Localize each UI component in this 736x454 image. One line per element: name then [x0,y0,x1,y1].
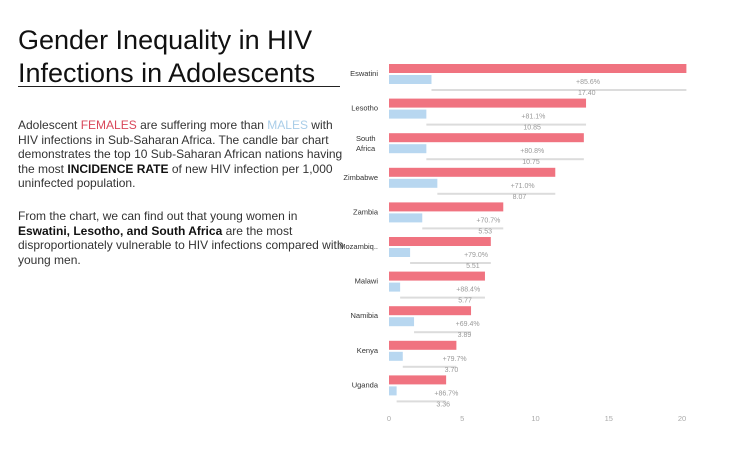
finding-paragraph: From the chart, we can find out that you… [18,209,348,267]
gap-line [400,296,485,299]
female-bar [389,133,584,143]
gap-value-label: 17.40 [578,90,596,97]
percent-label: +71.0% [511,183,535,190]
gap-value-label: 8.07 [513,194,527,201]
title-line-2: Infections in Adolescents [18,58,316,88]
female-bar [389,64,687,73]
category-label: Mozambiq.. [339,242,378,251]
male-bar [389,213,423,223]
gap-value-label: 5.77 [458,298,472,305]
percent-label: +85.6% [576,79,600,86]
male-bar [389,282,401,292]
percent-label: +70.7% [476,217,500,224]
female-bar [389,340,457,350]
title-line-1: Gender Inequality in HIV [18,25,313,55]
gap-line [422,227,504,230]
male-bar [389,144,427,154]
percent-label: +79.0% [464,252,488,259]
male-bar [389,386,397,396]
female-bar [389,98,587,108]
female-bar [389,271,485,281]
gap-line [426,158,584,161]
male-bar [389,109,427,119]
gap-line [410,262,491,264]
countries-highlight: Eswatini, Lesotho, and South Africa [18,223,223,238]
gap-value-label: 3.36 [436,401,450,408]
percent-label: +80.8% [520,148,544,155]
description-paragraph: Adolescent FEMALES are suffering more th… [18,118,348,191]
gap-line [396,400,447,403]
percent-label: +86.7% [434,390,458,397]
incidence-rate-highlight: INCIDENCE RATE [67,161,169,176]
percent-label: +81.1% [521,114,545,121]
gap-line [402,365,457,368]
para1-text-1: Adolescent [18,118,81,132]
gap-value-label: 10.75 [522,159,540,166]
gap-value-label: 3.89 [458,332,472,339]
male-bar [389,351,403,361]
percent-label: +79.7% [443,356,467,363]
para1-text-2: are suffering more than [136,118,268,132]
category-label: Eswatini [350,69,378,78]
gap-line [414,331,472,334]
x-tick-label: 0 [387,414,391,423]
x-tick-label: 20 [678,414,686,423]
category-label: Namibia [350,311,378,320]
category-label: Zambia [353,207,379,216]
female-bar [389,167,556,177]
male-bar [389,248,411,257]
female-bar [389,237,491,246]
percent-label: +88.4% [456,287,480,294]
x-tick-label: 5 [460,414,464,423]
gap-value-label: 5.53 [478,228,492,235]
female-bar [389,202,504,212]
gap-value-label: 5.51 [466,263,480,270]
category-label: Zimbabwe [343,173,378,182]
percent-label: +69.4% [456,321,480,328]
gap-line [426,123,587,126]
page-title: Gender Inequality in HIV Infections in Ad… [18,24,315,90]
para2-text-2: are the most disproportionately vulnerab… [18,223,344,267]
category-label: Lesotho [351,104,378,113]
category-label: South Africa [356,134,376,153]
gap-value-label: 3.70 [445,367,459,374]
para1-text-3: with HIV infections in Sub-Saharan Afric… [18,118,343,176]
gap-line [431,89,687,91]
male-bar [389,178,438,188]
x-tick-label: 15 [605,414,613,423]
gap-value-label: 10.85 [523,125,541,132]
category-label: Malawi [355,277,379,286]
para2-text-1: From the chart, we can find out that you… [18,209,298,223]
male-bar [389,317,415,327]
title-underline [18,86,340,87]
category-label: Kenya [357,346,379,355]
female-bar [389,306,472,316]
category-label: Uganda [352,380,379,389]
males-highlight: MALES [267,118,308,132]
female-bar [389,375,447,385]
females-highlight: FEMALES [80,118,137,132]
gap-line [437,192,556,195]
male-bar [389,75,432,84]
para1-text-4: of new HIV infection per 1,000 uninfecte… [18,161,333,191]
x-tick-label: 10 [531,414,539,423]
